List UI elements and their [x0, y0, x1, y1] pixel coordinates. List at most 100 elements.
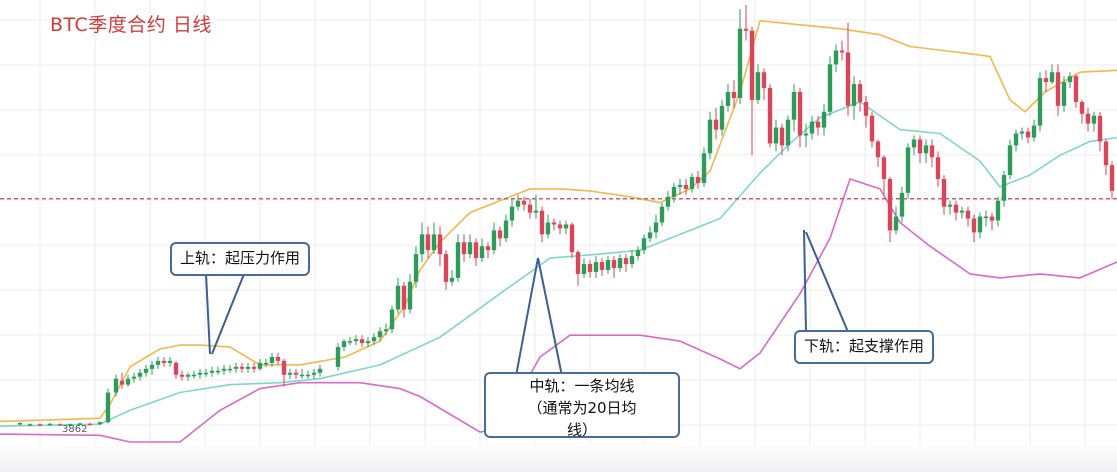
candle-body — [77, 423, 83, 425]
candle — [503, 214, 509, 243]
candle — [929, 139, 935, 168]
candle — [965, 206, 971, 227]
candles-layer — [17, 5, 1115, 426]
candle — [155, 356, 161, 369]
candle-body — [815, 121, 821, 128]
candle — [191, 370, 197, 379]
candle — [809, 115, 815, 140]
candle — [521, 196, 527, 211]
candle-body — [215, 370, 221, 373]
candle — [533, 194, 539, 219]
bollinger-bands — [0, 19, 1117, 443]
candle — [905, 143, 911, 199]
candle-body — [149, 364, 155, 369]
candle-body — [203, 372, 209, 375]
candle-body — [179, 374, 185, 377]
candle — [293, 368, 299, 379]
candle-body — [27, 424, 33, 426]
callout-middle-text-3: 线） — [566, 420, 597, 439]
candle-body — [905, 147, 911, 193]
candle — [1073, 74, 1079, 108]
candle — [203, 368, 209, 377]
candle — [1055, 64, 1061, 116]
candle-body — [971, 218, 977, 233]
candle-body — [941, 179, 947, 207]
candle-body — [989, 216, 995, 221]
candle — [383, 323, 389, 336]
candle — [971, 214, 977, 243]
candle — [755, 64, 761, 104]
candle-body — [263, 362, 269, 365]
candle — [317, 364, 323, 377]
candle — [1025, 127, 1031, 144]
candle-body — [473, 242, 479, 259]
candle-body — [449, 277, 455, 282]
candle — [401, 281, 407, 318]
candle-body — [767, 88, 773, 144]
candle-body — [1001, 175, 1007, 201]
candle — [299, 368, 305, 379]
candle — [443, 250, 449, 290]
candle-body — [749, 30, 755, 100]
candle — [305, 370, 311, 379]
candle — [599, 258, 605, 276]
candle-body — [797, 92, 803, 136]
candle — [935, 151, 941, 187]
pointer-middle-2 — [537, 257, 563, 377]
callout-upper-text: 上轨：起压力作用 — [180, 249, 301, 267]
candle — [659, 202, 665, 227]
candle — [125, 374, 131, 387]
candle-body — [1043, 78, 1049, 83]
candle — [335, 343, 341, 371]
candle — [97, 421, 103, 425]
candle-body — [97, 422, 103, 425]
candle-body — [491, 230, 497, 251]
candle — [365, 337, 371, 348]
candle — [1061, 76, 1067, 112]
candle — [287, 368, 293, 379]
candle-body — [695, 177, 701, 183]
candle-body — [737, 28, 743, 98]
candle-body — [461, 242, 467, 255]
candle-body — [551, 222, 557, 225]
candle — [791, 84, 797, 132]
candle-body — [911, 139, 917, 148]
candle — [695, 171, 701, 189]
grid-layer — [0, 0, 1117, 446]
band-lower-line — [0, 178, 1117, 443]
candle — [461, 234, 467, 263]
candle-body — [557, 224, 563, 229]
candle — [581, 258, 587, 278]
candle — [1001, 171, 1007, 207]
candle — [617, 254, 623, 272]
candle-body — [317, 368, 323, 373]
candle — [57, 423, 63, 426]
candle-body — [353, 339, 359, 342]
band-middle-line — [0, 101, 1117, 427]
candle-body — [431, 234, 437, 251]
candle-body — [899, 192, 905, 217]
candle — [1037, 72, 1043, 132]
candle — [635, 246, 641, 261]
candle — [1103, 139, 1109, 176]
candle — [87, 422, 93, 426]
candle-body — [389, 309, 395, 330]
candle-body — [407, 281, 413, 310]
candle — [917, 135, 923, 164]
candle — [575, 250, 581, 286]
candle — [779, 123, 785, 156]
candle-body — [437, 234, 443, 255]
candle-body — [269, 356, 275, 363]
candle — [185, 372, 191, 381]
candle-body — [1049, 72, 1055, 83]
candle — [17, 422, 23, 426]
candle-body — [713, 119, 719, 130]
candle-body — [185, 374, 191, 377]
candle-body — [779, 127, 785, 146]
candle — [131, 372, 137, 383]
candle — [1031, 119, 1037, 142]
candle — [719, 99, 725, 136]
candle — [233, 362, 239, 373]
pointer-lower-1 — [803, 229, 807, 333]
candle — [395, 277, 401, 314]
